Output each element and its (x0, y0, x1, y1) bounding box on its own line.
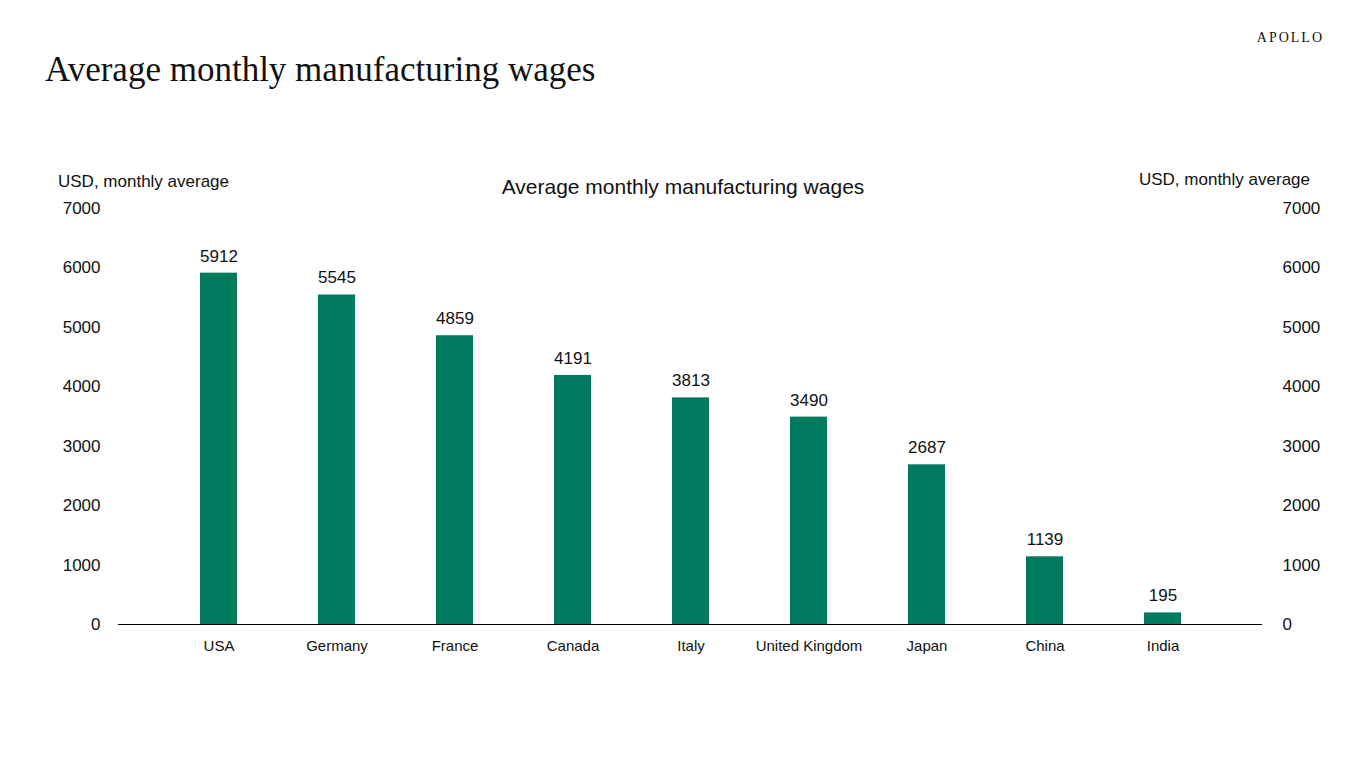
svg-text:6000: 6000 (1283, 258, 1321, 277)
svg-text:4000: 4000 (63, 377, 101, 396)
svg-text:4859: 4859 (436, 309, 474, 328)
svg-text:7000: 7000 (63, 199, 101, 218)
svg-text:0: 0 (91, 615, 100, 634)
svg-text:5000: 5000 (63, 318, 101, 337)
svg-text:Japan: Japan (907, 637, 948, 654)
svg-text:2000: 2000 (63, 496, 101, 515)
html-text:Average monthly manufacturing: Average monthly manufacturing wages (45, 50, 596, 89)
svg-text:France: France (432, 637, 479, 654)
svg-text:Italy: Italy (677, 637, 705, 654)
html-text:Average monthly manufacturing: Average monthly manufacturing wages (501, 175, 865, 198)
svg-text:5545: 5545 (318, 268, 356, 287)
svg-text:195: 195 (1149, 586, 1177, 605)
svg-text:United Kingdom: United Kingdom (756, 637, 863, 654)
svg-text:5912: 5912 (200, 247, 238, 266)
svg-text:1139: 1139 (1027, 530, 1064, 549)
svg-text:Germany: Germany (306, 637, 368, 654)
svg-text:2687: 2687 (908, 438, 946, 457)
svg-text:3000: 3000 (1283, 437, 1321, 456)
svg-text:7000: 7000 (1283, 199, 1321, 218)
svg-text:6000: 6000 (63, 258, 101, 277)
svg-text:3813: 3813 (672, 371, 710, 390)
svg-text:USA: USA (204, 637, 235, 654)
svg-text:4000: 4000 (1283, 377, 1321, 396)
svg-text:3000: 3000 (63, 437, 101, 456)
svg-text:0: 0 (1283, 615, 1292, 634)
svg-text:India: India (1147, 637, 1180, 654)
svg-text:3490: 3490 (790, 391, 828, 410)
html-text:USD, monthly average: USD, monthly average (1139, 170, 1310, 189)
svg-text:2000: 2000 (1283, 496, 1321, 515)
svg-text:Canada: Canada (547, 637, 600, 654)
html-text:APOLLO: APOLLO (1256, 30, 1324, 45)
svg-text:5000: 5000 (1283, 318, 1321, 337)
svg-text:China: China (1025, 637, 1065, 654)
svg-text:4191: 4191 (554, 349, 592, 368)
svg-text:1000: 1000 (63, 556, 101, 575)
svg-text:1000: 1000 (1283, 556, 1321, 575)
html-text:USD, monthly average: USD, monthly average (58, 172, 229, 191)
